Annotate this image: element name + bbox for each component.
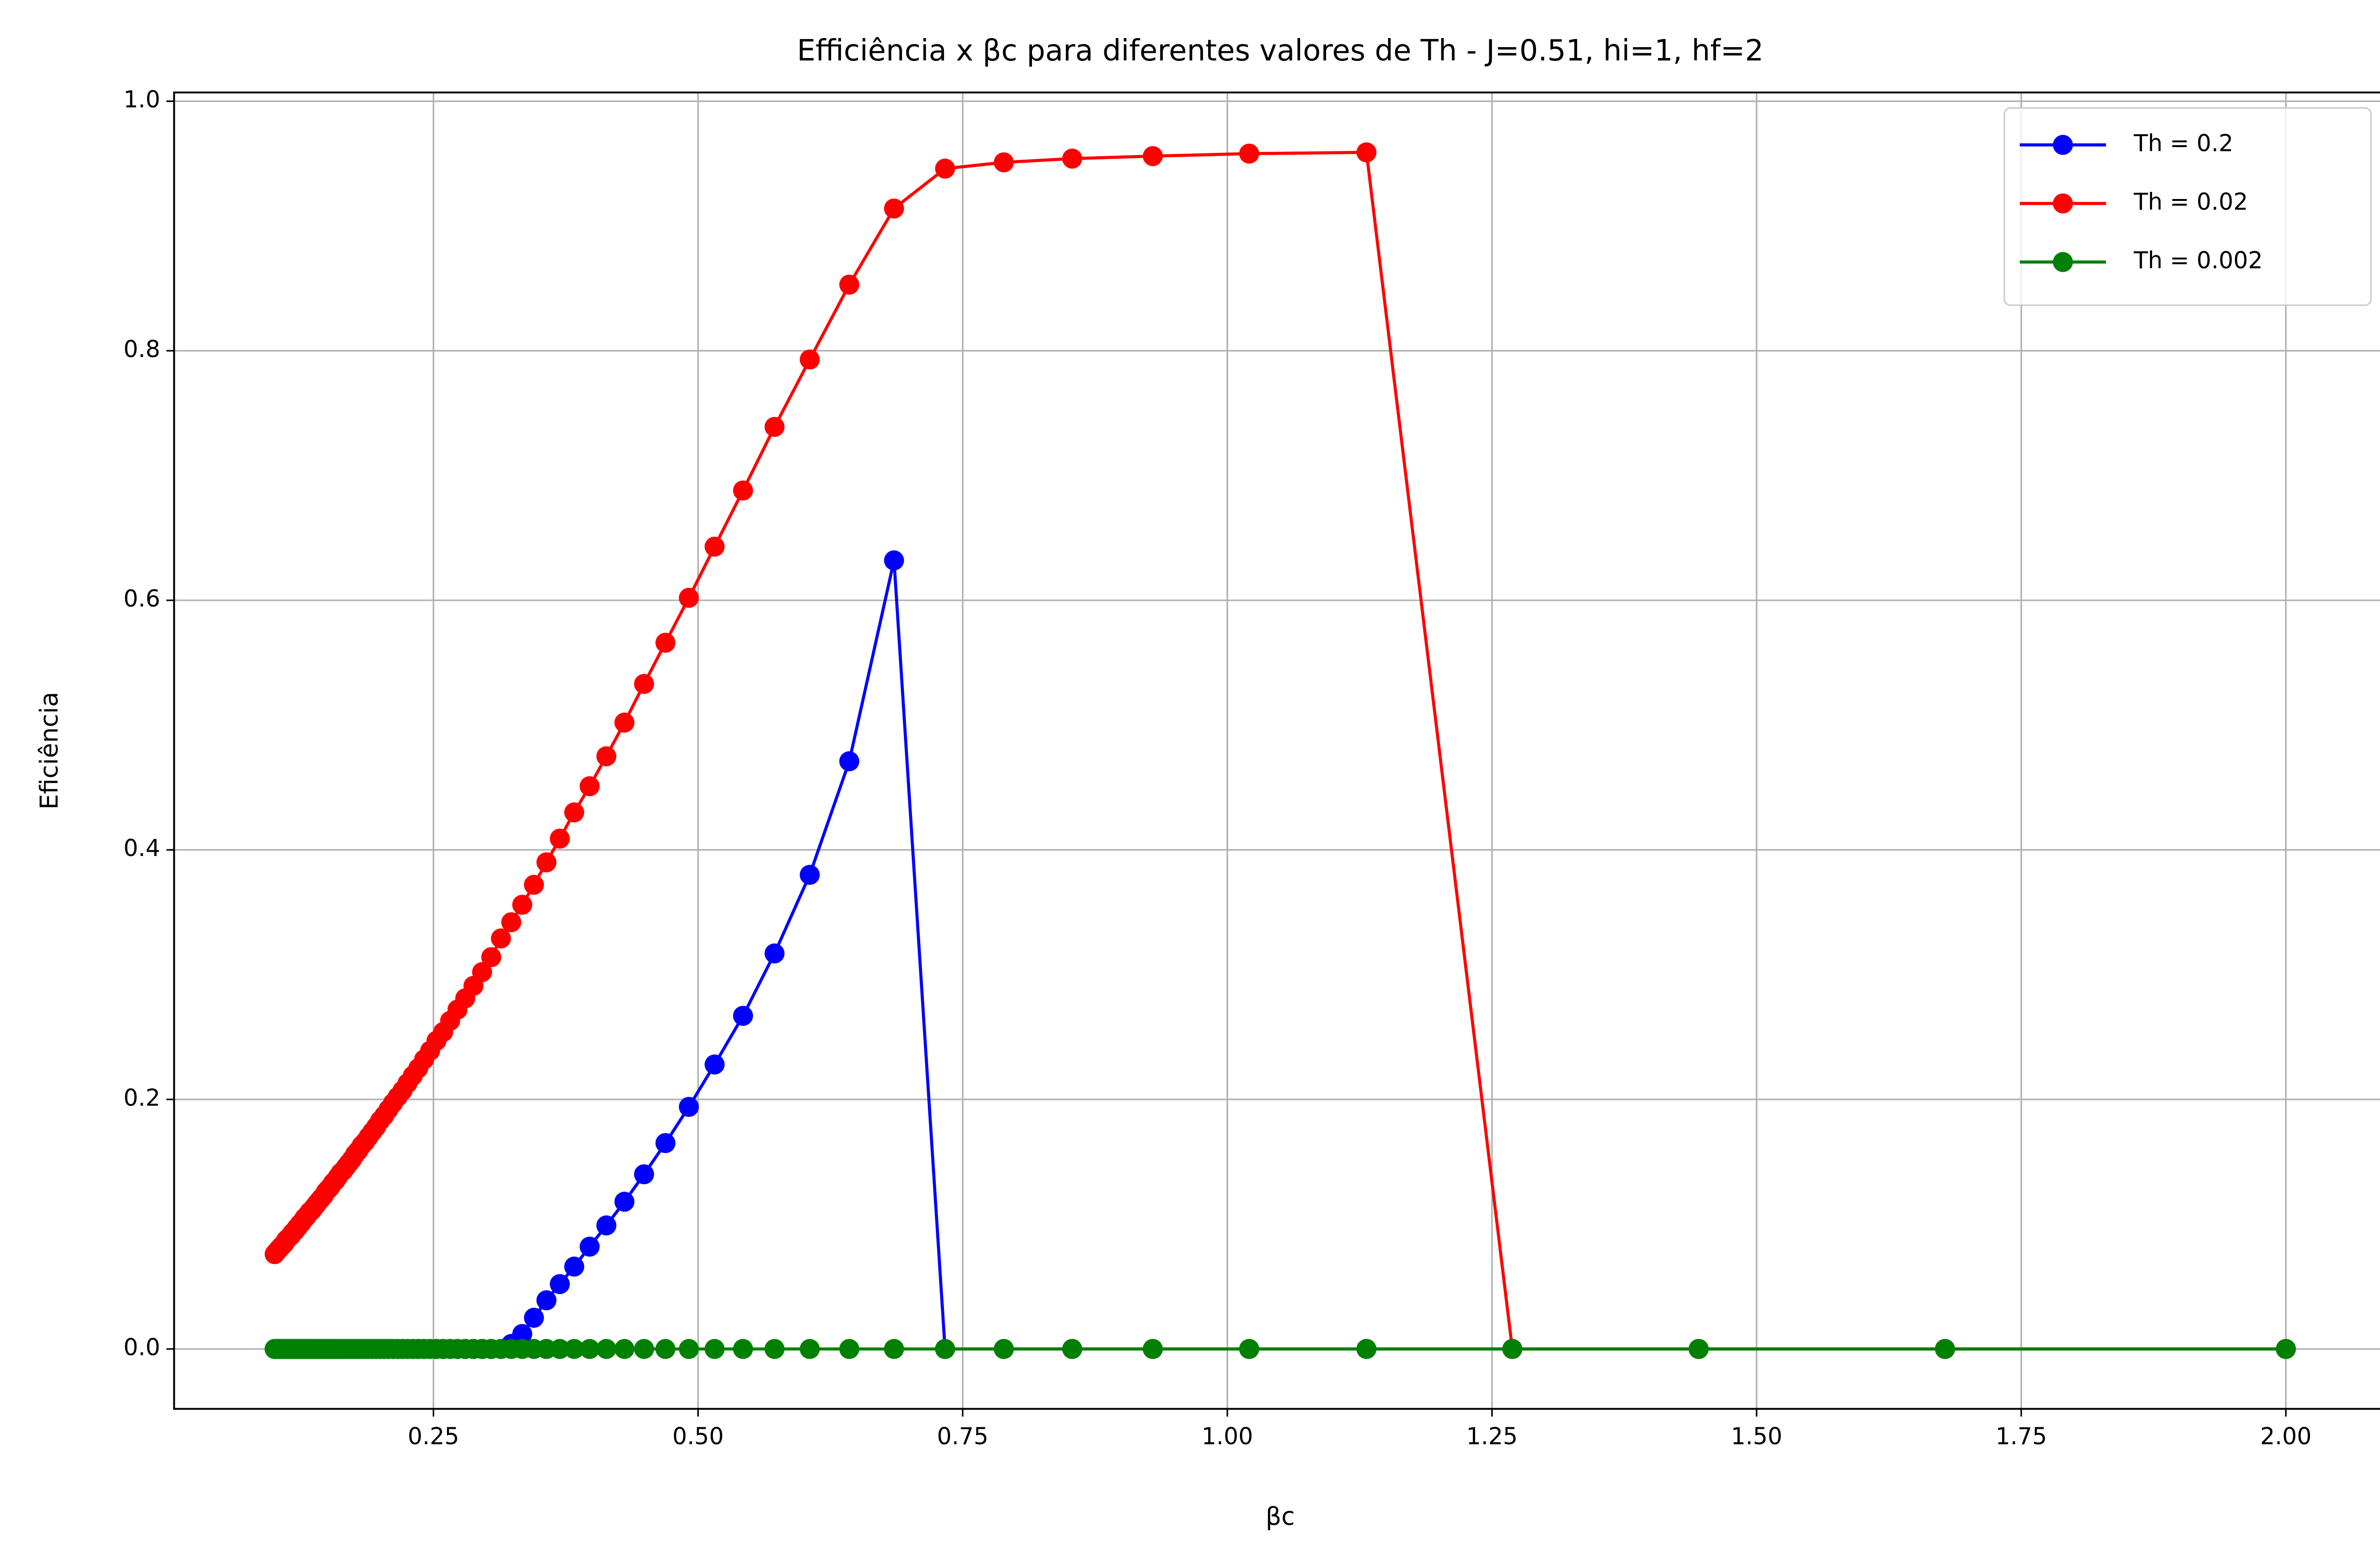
data-point bbox=[564, 1256, 585, 1277]
x-axis-label: βc bbox=[1266, 1503, 1295, 1531]
y-tick-label: 1.0 bbox=[123, 87, 160, 113]
data-point bbox=[1356, 1339, 1377, 1359]
data-point bbox=[1356, 142, 1377, 163]
plot-frame bbox=[173, 91, 2380, 1410]
data-point bbox=[839, 1339, 860, 1359]
data-point bbox=[764, 943, 785, 964]
data-point bbox=[884, 198, 904, 219]
x-tick-label: 0.75 bbox=[937, 1424, 988, 1450]
data-point bbox=[579, 1339, 600, 1359]
data-point bbox=[993, 1339, 1014, 1359]
data-point bbox=[839, 274, 860, 295]
data-point bbox=[733, 1339, 754, 1359]
data-point bbox=[614, 1339, 635, 1359]
data-point bbox=[704, 537, 725, 557]
y-tick-label: 0.2 bbox=[123, 1085, 160, 1111]
data-point bbox=[634, 1339, 654, 1359]
data-point bbox=[704, 1339, 725, 1359]
data-point bbox=[550, 1339, 570, 1359]
data-point bbox=[655, 633, 676, 653]
data-point bbox=[884, 1339, 904, 1359]
data-point bbox=[1239, 1339, 1259, 1359]
data-point bbox=[1142, 1339, 1163, 1359]
data-point bbox=[764, 417, 785, 437]
data-point bbox=[1062, 149, 1082, 169]
data-point bbox=[733, 1005, 754, 1026]
data-point bbox=[512, 1324, 533, 1344]
data-point bbox=[536, 852, 557, 873]
y-tick-label: 0.8 bbox=[123, 336, 160, 363]
data-point bbox=[524, 1307, 544, 1328]
data-point bbox=[1935, 1339, 1955, 1359]
data-point bbox=[550, 828, 570, 849]
data-point bbox=[993, 152, 1014, 173]
x-tick-label: 0.25 bbox=[408, 1424, 459, 1450]
y-tick-label: 0.0 bbox=[123, 1334, 160, 1361]
x-tick-label: 1.00 bbox=[1201, 1424, 1253, 1450]
data-point bbox=[512, 895, 533, 915]
legend-label: Th = 0.2 bbox=[2133, 130, 2233, 157]
data-point bbox=[564, 802, 585, 823]
data-point bbox=[501, 912, 522, 933]
data-point bbox=[935, 159, 955, 179]
data-point bbox=[884, 550, 904, 571]
data-point bbox=[550, 1274, 570, 1294]
data-point bbox=[733, 480, 754, 501]
data-point bbox=[472, 962, 492, 982]
x-tick-label: 1.75 bbox=[1995, 1424, 2047, 1450]
data-point bbox=[1502, 1339, 1523, 1359]
data-point bbox=[579, 776, 600, 796]
x-tick-label: 1.25 bbox=[1466, 1424, 1517, 1450]
data-point bbox=[764, 1339, 785, 1359]
data-point bbox=[536, 1290, 557, 1311]
data-point bbox=[679, 1096, 699, 1117]
data-point bbox=[614, 712, 635, 733]
data-point bbox=[579, 1236, 600, 1257]
legend-marker bbox=[2053, 252, 2073, 272]
chart-title: Efficiência x βc para diferentes valores… bbox=[797, 33, 1764, 68]
data-point bbox=[839, 751, 860, 772]
data-point bbox=[655, 1339, 676, 1359]
data-point bbox=[800, 865, 820, 885]
x-tick-label: 1.50 bbox=[1731, 1424, 1782, 1450]
data-point bbox=[1142, 146, 1163, 166]
data-point bbox=[935, 1339, 955, 1359]
data-point bbox=[655, 1133, 676, 1154]
data-point bbox=[524, 875, 544, 895]
data-point bbox=[491, 928, 511, 949]
data-point bbox=[614, 1192, 635, 1212]
data-point bbox=[596, 1339, 616, 1359]
data-point bbox=[481, 947, 502, 967]
legend-label: Th = 0.002 bbox=[2133, 247, 2263, 274]
data-point bbox=[1239, 143, 1259, 164]
data-point bbox=[1688, 1339, 1709, 1359]
data-point bbox=[679, 1339, 699, 1359]
data-point bbox=[679, 587, 699, 608]
x-tick-label: 0.50 bbox=[672, 1424, 724, 1450]
data-point bbox=[800, 349, 820, 370]
data-point bbox=[800, 1339, 820, 1359]
x-tick-label: 2.00 bbox=[2260, 1424, 2311, 1450]
data-point bbox=[634, 674, 654, 694]
legend-marker bbox=[2053, 135, 2073, 155]
y-tick-label: 0.4 bbox=[123, 835, 160, 862]
data-point bbox=[634, 1164, 654, 1185]
legend-label: Th = 0.02 bbox=[2133, 189, 2248, 215]
data-point bbox=[596, 1215, 616, 1236]
data-point bbox=[1062, 1339, 1082, 1359]
data-point bbox=[596, 746, 616, 767]
data-point bbox=[564, 1339, 585, 1359]
legend-marker bbox=[2053, 193, 2073, 214]
y-axis-label: Eficiência bbox=[35, 692, 64, 809]
data-point bbox=[704, 1054, 725, 1075]
legend-box bbox=[2003, 107, 2372, 306]
data-point bbox=[2276, 1339, 2296, 1359]
y-tick-label: 0.6 bbox=[123, 586, 160, 612]
